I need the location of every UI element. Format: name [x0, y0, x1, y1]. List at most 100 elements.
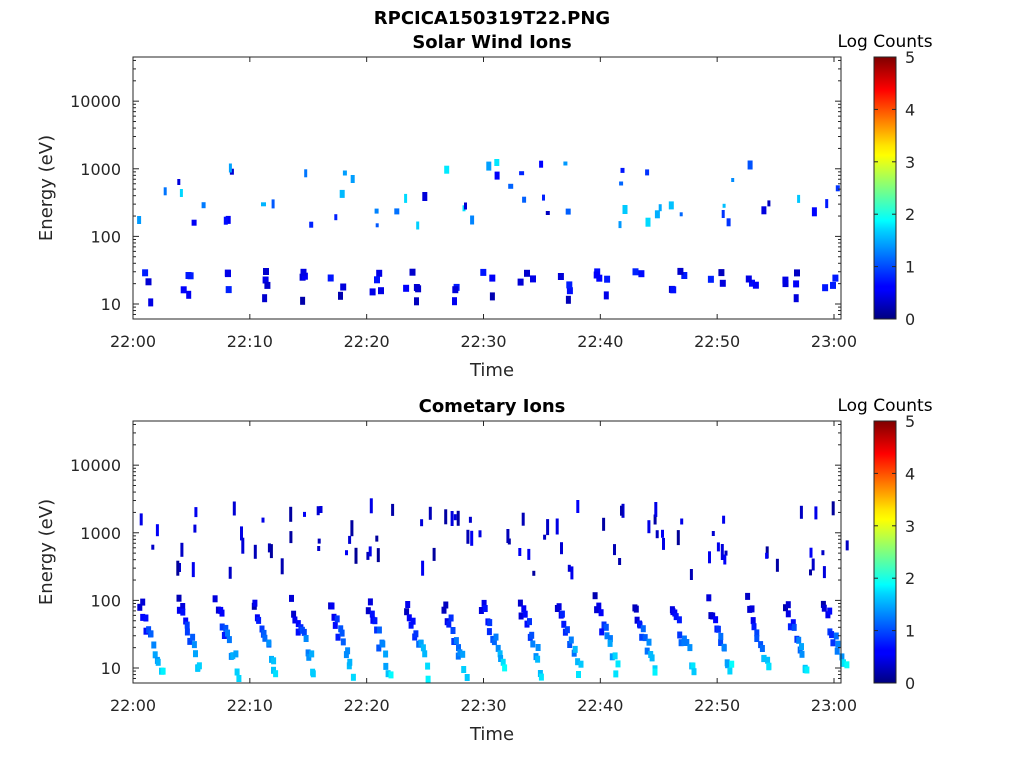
spectrogram-cell: [148, 630, 154, 638]
spectrogram-cell: [680, 518, 684, 525]
spectrogram-cell: [422, 192, 428, 201]
spectrogram-cell: [578, 660, 584, 668]
spectrogram-cell: [844, 661, 850, 669]
spectrogram-cell: [718, 632, 724, 640]
spectrogram-cell: [618, 221, 622, 229]
panel-title-cometary: Cometary Ions: [419, 396, 566, 417]
x-tick-label: 22:20: [344, 696, 390, 715]
spectrogram-cell: [518, 548, 522, 556]
spectrogram-cell: [711, 531, 715, 536]
spectrogram-cell: [369, 498, 373, 514]
spectrogram-cell: [745, 275, 752, 283]
spectrogram-cell: [718, 639, 724, 646]
y-tick-label: 10: [101, 295, 121, 314]
spectrogram-cell: [295, 620, 301, 628]
spectrogram-cell: [391, 503, 395, 516]
spectrogram-cell: [637, 621, 643, 629]
spectrogram-cell: [821, 604, 827, 612]
spectrogram-cell: [334, 214, 338, 221]
spectrogram-cell: [335, 633, 341, 641]
spectrogram-cell: [793, 280, 800, 288]
x-tick-label: 22:30: [460, 696, 506, 715]
spectrogram-cell: [176, 560, 180, 576]
spectrogram-cell: [241, 537, 245, 554]
spectrogram-cell: [151, 544, 155, 550]
spectrogram-cell: [765, 656, 771, 664]
spectrogram-cell: [300, 268, 307, 276]
spectrogram-cell: [839, 653, 845, 661]
spectrogram-cell: [378, 287, 384, 295]
spectrogram-cell: [295, 628, 301, 636]
spectrogram-cell: [721, 210, 725, 218]
spectrogram-cell: [572, 645, 578, 653]
spectrogram-cell: [497, 650, 503, 658]
spectrogram-cell: [240, 526, 243, 541]
spectrogram-cell: [537, 670, 543, 677]
spectrogram-cell: [716, 542, 720, 552]
spectrogram-cell: [754, 635, 760, 642]
spectrogram-solar-wind: [137, 159, 840, 307]
spectrogram-cell: [678, 639, 684, 647]
spectrogram-cell: [338, 625, 344, 633]
x-tick-label: 22:00: [110, 332, 156, 351]
spectrogram-cell: [677, 631, 683, 639]
spectrogram-cell: [785, 610, 791, 618]
spectrogram-cell: [545, 211, 550, 215]
spectrogram-cell: [827, 607, 833, 615]
spectrogram-cell: [794, 269, 800, 277]
spectrogram-cell: [535, 655, 541, 663]
spectrogram-cell: [713, 616, 719, 624]
spectrogram-cell: [385, 670, 391, 678]
spectrogram-cell: [212, 595, 218, 603]
spectrogram-cell: [707, 275, 714, 283]
spectrogram-cell: [194, 507, 198, 518]
spectrogram-cell: [662, 537, 665, 550]
spectrogram-cell: [425, 662, 431, 670]
spectrogram-cell: [177, 179, 181, 185]
spectrogram-cell: [500, 658, 506, 666]
spectrogram-cell: [521, 512, 525, 526]
spectrogram-cell: [766, 663, 772, 671]
spectrogram-cell: [604, 275, 611, 283]
spectrogram-cell: [566, 281, 573, 289]
spectrogram-cell: [470, 530, 474, 546]
spectrogram-cell: [724, 550, 728, 556]
spectrogram-cell: [280, 558, 284, 575]
spectrogram-cell: [273, 670, 279, 678]
spectrogram-cell: [443, 601, 449, 609]
spectrogram-cell: [180, 542, 184, 557]
colorbar-tick-label: 4: [905, 100, 915, 119]
spectrogram-cell: [841, 659, 846, 667]
panel-solar-wind: Solar Wind Ions 22:00 22:10 22:20 22:30 22:4…: [36, 32, 933, 381]
spectrogram-cell: [309, 221, 314, 228]
spectrogram-cell: [453, 637, 459, 645]
spectrogram-cell: [345, 550, 348, 556]
spectrogram-cell: [137, 216, 142, 224]
spectrogram-cell: [464, 674, 470, 681]
spectrogram-cell: [640, 625, 646, 633]
spectrogram-cell: [140, 598, 146, 606]
spectrogram-cell: [262, 276, 269, 284]
spectrogram-cell: [722, 203, 726, 208]
spectrogram-cell: [729, 660, 735, 668]
spectrogram-cell: [613, 544, 616, 556]
spectrogram-cell: [563, 161, 568, 166]
spectrogram-cell: [835, 185, 840, 192]
spectrogram-cell: [502, 664, 508, 672]
spectrogram-cell: [668, 201, 674, 210]
spectrogram-cell: [376, 548, 380, 563]
spectrogram-cell: [191, 641, 197, 649]
y-tick-label: 1000: [80, 524, 121, 543]
spectrogram-cell: [486, 161, 492, 171]
spectrogram-cell: [350, 520, 354, 537]
spectrogram-cell: [342, 170, 347, 176]
spectrogram-cell: [765, 552, 769, 559]
spectrogram-cell: [383, 650, 389, 658]
y-tick-label: 100: [90, 227, 121, 246]
spectrogram-cell: [453, 514, 457, 521]
spectrogram-cell: [555, 518, 559, 535]
x-tick-label: 22:40: [577, 696, 623, 715]
spectrogram-cell: [719, 279, 726, 287]
spectrogram-cell: [557, 273, 564, 280]
